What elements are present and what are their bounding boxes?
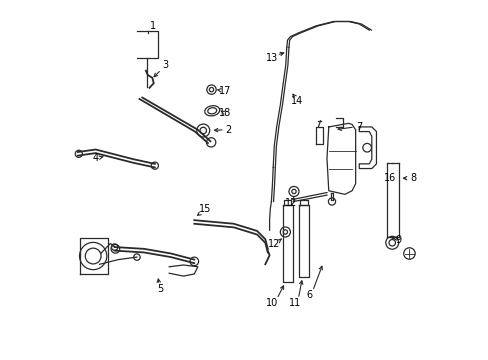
Text: 18: 18 [218, 108, 230, 118]
Text: 8: 8 [409, 173, 415, 183]
Text: 3: 3 [162, 60, 168, 70]
Text: 7: 7 [355, 122, 362, 132]
Text: 10: 10 [266, 298, 278, 308]
Text: 12: 12 [285, 198, 297, 208]
Text: 4: 4 [92, 153, 99, 163]
Text: 14: 14 [291, 96, 303, 106]
Text: 11: 11 [288, 298, 300, 308]
Text: 17: 17 [218, 86, 230, 96]
Text: 15: 15 [199, 204, 211, 215]
Text: 13: 13 [266, 53, 278, 63]
Text: 16: 16 [383, 173, 395, 183]
Text: 1: 1 [150, 21, 156, 31]
Text: 5: 5 [157, 284, 163, 294]
Text: 9: 9 [395, 235, 401, 245]
Text: 2: 2 [225, 125, 231, 135]
Text: 12: 12 [268, 239, 280, 249]
Text: 6: 6 [305, 291, 311, 301]
